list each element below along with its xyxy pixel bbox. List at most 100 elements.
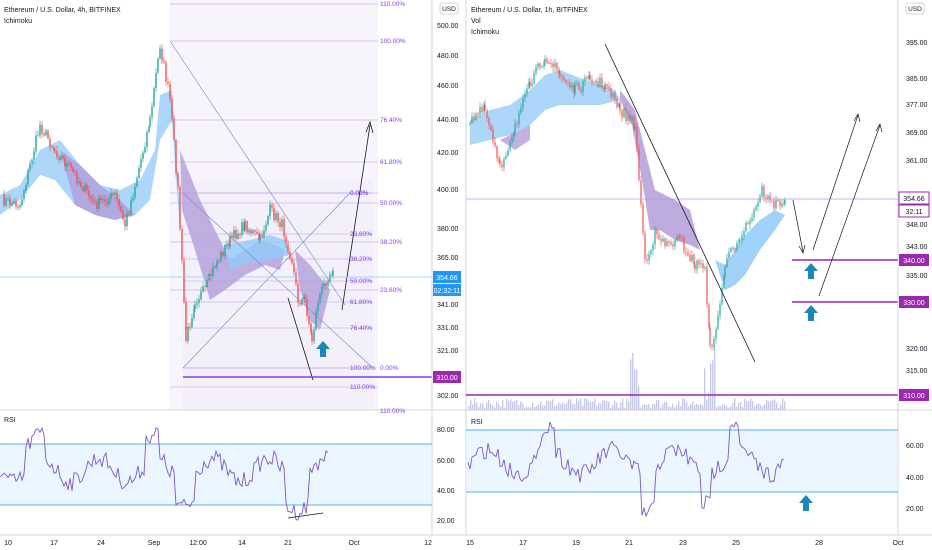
- currency-box-right[interactable]: [905, 2, 925, 15]
- candle-body: [112, 192, 114, 195]
- volume-bar: [684, 399, 686, 410]
- price-tick-left: 302.00: [437, 393, 459, 400]
- fib-label: 110.00%: [380, 1, 405, 8]
- candle-body: [261, 234, 263, 238]
- candle-body: [650, 250, 652, 254]
- rsi-tick-left: 80.00: [437, 427, 455, 434]
- candle-body: [558, 69, 560, 74]
- candle-body: [599, 77, 601, 87]
- candle-body: [285, 236, 287, 244]
- fib-label: 110.00%: [350, 384, 375, 391]
- candle-body: [576, 83, 578, 85]
- level-badge-310-text: 310.00: [903, 393, 925, 400]
- candle-body: [283, 219, 285, 237]
- time-tick-right: 28: [815, 540, 823, 547]
- candle-body: [761, 186, 763, 197]
- volume-bar: [476, 402, 478, 410]
- candle-body: [25, 184, 27, 191]
- candle-body: [259, 234, 261, 240]
- time-axis-right: 15 17 19 21 23 25 28 Oct: [466, 540, 903, 547]
- volume-bar: [492, 405, 494, 410]
- level-badge-310: [899, 389, 929, 401]
- candle-body: [23, 190, 25, 200]
- candle-body: [220, 251, 222, 261]
- volume-bar: [494, 407, 496, 410]
- timer-badge-left: [433, 284, 461, 296]
- rsi-line-right: [467, 420, 785, 518]
- candle-body: [299, 302, 301, 305]
- candle-body: [694, 264, 696, 270]
- candle-body: [723, 275, 725, 288]
- projection-line-3: [818, 124, 881, 297]
- volume-bar: [678, 401, 680, 410]
- volume-bar: [716, 407, 718, 410]
- volume-bar: [544, 405, 546, 410]
- candle-body: [212, 266, 214, 277]
- candle-body: [72, 167, 74, 172]
- fib-label: 76.40%: [380, 117, 402, 124]
- candle-body: [554, 63, 556, 68]
- fib-label-small: 100.00%: [350, 365, 376, 372]
- candle-body: [477, 113, 479, 115]
- volume-bar: [728, 407, 730, 410]
- indicator-label-right: Ichimoku: [471, 29, 499, 36]
- volume-bar: [574, 404, 576, 410]
- candle-body: [163, 60, 165, 63]
- volume-bar: [548, 400, 550, 410]
- candle-body: [273, 207, 275, 221]
- candle-body: [556, 63, 558, 70]
- symbol-title-right: Ethereum / U.S. Dollar, 1h, BITFINEX: [471, 7, 588, 14]
- downtrend-line: [604, 43, 756, 363]
- candle-body: [9, 198, 11, 205]
- candle-body: [98, 197, 100, 209]
- candle-body: [3, 194, 5, 206]
- volume-bar: [720, 406, 722, 410]
- up-arrow-marker: [316, 341, 330, 357]
- candle-body: [616, 99, 618, 107]
- volume-bar: [616, 402, 618, 410]
- candle-body: [574, 84, 576, 94]
- fib-diagonal-2: [182, 192, 351, 369]
- candle-body: [567, 82, 569, 84]
- candle-body: [514, 123, 516, 133]
- candle-body: [736, 242, 738, 251]
- candle-body: [118, 199, 120, 207]
- candle-body: [151, 106, 153, 118]
- candle-body: [629, 114, 631, 122]
- candle-body: [319, 294, 321, 303]
- candle-body: [183, 260, 185, 302]
- candle-body: [537, 63, 539, 68]
- volume-bar: [474, 398, 476, 410]
- candle-body: [708, 304, 710, 328]
- volume-bar: [642, 404, 644, 410]
- candle-body: [565, 80, 567, 83]
- time-tick-left: 24: [97, 540, 105, 547]
- candle-body: [499, 161, 501, 165]
- currency-box-left[interactable]: [439, 2, 459, 15]
- volume-bar: [648, 404, 650, 410]
- candle-body: [711, 345, 713, 347]
- timer-badge-right: [898, 204, 930, 218]
- volume-bar: [554, 406, 556, 410]
- candle-body: [96, 201, 98, 209]
- time-tick-right: 23: [679, 540, 687, 547]
- candle-body: [327, 280, 329, 286]
- candle-body: [773, 200, 775, 209]
- candle-body: [193, 309, 195, 318]
- rsi-axis-left: 80.00 60.00 40.00 20.00: [437, 427, 455, 525]
- candle-body: [200, 291, 202, 300]
- candle-body: [15, 201, 17, 207]
- volume-bar: [496, 401, 498, 410]
- volume-bar: [508, 400, 510, 410]
- candle-body: [31, 159, 33, 164]
- volume-bar: [502, 399, 504, 410]
- candle-body: [122, 210, 124, 220]
- candle-body: [256, 231, 258, 234]
- candle-body: [317, 302, 319, 312]
- candle-body: [721, 287, 723, 305]
- volume-bar: [606, 401, 608, 410]
- volume-bar: [520, 401, 522, 410]
- volume-bar: [734, 398, 736, 410]
- candle-body: [92, 199, 94, 202]
- volume-bar: [500, 406, 502, 410]
